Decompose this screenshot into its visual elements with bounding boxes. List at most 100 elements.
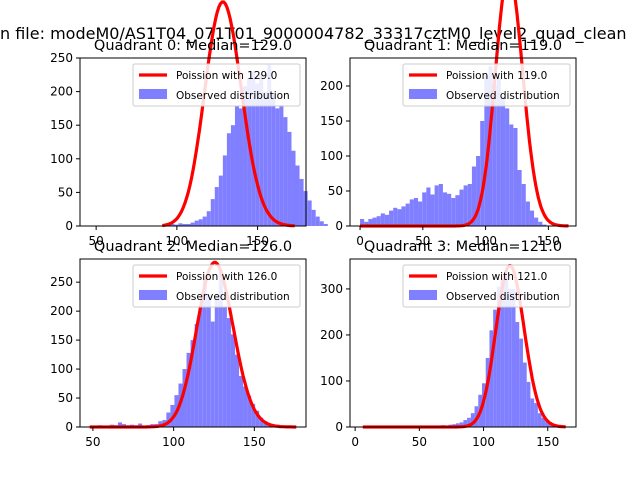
histogram-bar [459, 422, 464, 427]
histogram-bar [542, 224, 547, 226]
histogram-bar [218, 270, 223, 427]
x-tick-label: 100 [474, 234, 497, 248]
histogram-bar [360, 219, 365, 226]
histogram-bar [271, 92, 276, 226]
x-tick-label: 150 [536, 435, 559, 449]
histogram-bar [190, 340, 195, 427]
y-tick-label: 100 [320, 374, 343, 388]
histogram-bar [463, 185, 468, 226]
axes-frame [79, 258, 307, 428]
histogram-bar [226, 318, 231, 427]
legend-box [402, 264, 571, 308]
histogram-bar [529, 210, 535, 226]
histogram-bar [541, 417, 546, 427]
x-tick-label: 150 [243, 435, 266, 449]
histogram-bar [243, 386, 248, 427]
y-tick-label: 50 [328, 184, 343, 198]
histogram-bar [307, 200, 312, 226]
x-tick-label: 100 [165, 234, 188, 248]
histogram-bar [214, 296, 219, 427]
histogram-bar [534, 217, 539, 226]
subplot-quadrant-3: 0 50 100 150 0 100 200 300 Quadrant 3: Median=12… [320, 239, 577, 449]
histogram-bar [239, 108, 244, 226]
axes-frame [349, 57, 577, 227]
y-tick-label: 100 [50, 362, 73, 376]
histogram-bar [513, 128, 518, 226]
histogram-bar [485, 357, 490, 427]
histogram-bar [376, 216, 381, 226]
legend-poisson-label: Poission with 129.0 [176, 70, 277, 82]
histogram-bar [380, 213, 385, 226]
histogram-bar [459, 189, 464, 226]
y-tick-label: 150 [50, 333, 73, 347]
histogram-bar [166, 412, 171, 427]
legend-observed-swatch [139, 290, 167, 300]
histogram-bar [505, 108, 510, 226]
y-tick-label: 250 [50, 51, 73, 65]
y-tick-label: 300 [320, 282, 343, 296]
histogram-bar [545, 421, 550, 427]
subplot-title: Quadrant 0: Median=129.0 [94, 38, 292, 54]
histogram-bar [202, 279, 207, 427]
y-tick-label: 200 [50, 304, 73, 318]
histogram-bar [401, 206, 406, 226]
histogram-bar [214, 187, 219, 226]
histogram-bar [178, 223, 183, 226]
histogram-bar [279, 105, 284, 226]
histogram-bar [476, 156, 481, 226]
axes-frame [79, 57, 307, 227]
x-tick-label: 50 [415, 234, 430, 248]
subplot-quadrant-0: 50 100 150 0 50 100 150 200 250 Quadrant 0: Media… [50, 0, 328, 248]
legend: Poission with 121.0 Observed distribution [402, 264, 571, 308]
histogram-bar [259, 417, 264, 427]
histogram-bar [508, 288, 512, 427]
histogram-bar [467, 184, 472, 226]
histogram-bar [538, 221, 543, 226]
histogram-bar [267, 64, 272, 226]
poisson-curve [162, 0, 295, 228]
x-tick-label: 50 [85, 435, 100, 449]
histogram-bar [522, 362, 527, 427]
histogram-bar [198, 305, 203, 427]
histogram-bar [509, 124, 514, 226]
histogram-bar [511, 288, 516, 427]
histogram-bar [467, 417, 471, 427]
histogram-bar [519, 338, 523, 427]
histogram-bar [526, 381, 531, 427]
histogram-bar [174, 224, 179, 226]
histogram-bar [426, 187, 431, 226]
histogram-bar [210, 321, 215, 427]
histogram-bar [517, 170, 522, 226]
subplot-quadrant-1: 0 50 100 150 0 50 100 150 200 Quadrant 1: Median=… [320, 0, 577, 248]
subplots: 50 100 150 0 50 100 150 200 250 Quadrant 0: Media… [50, 0, 577, 449]
histogram-bar [521, 184, 526, 226]
histogram-bar [389, 210, 394, 226]
histogram-bar [455, 423, 460, 427]
histogram-bar [206, 294, 211, 427]
histogram-bar [493, 309, 497, 427]
y-tick-label: 100 [50, 152, 73, 166]
histogram-bar [500, 96, 506, 226]
histogram-bar [247, 395, 252, 427]
histogram-bar [430, 194, 435, 226]
histogram-bar [496, 77, 501, 226]
histogram-bar [291, 150, 296, 226]
histogram-bar [202, 216, 207, 226]
histogram-bar [194, 323, 199, 427]
histogram-bar [206, 211, 211, 226]
legend-box [132, 63, 301, 107]
y-tick-label: 0 [65, 219, 73, 233]
histogram-bar [480, 121, 485, 226]
histogram-bar [413, 198, 419, 226]
legend-observed-label: Observed distribution [176, 90, 290, 102]
legend-observed-label: Observed distribution [446, 90, 560, 102]
histogram-bar [549, 424, 553, 427]
histogram-bar [463, 420, 468, 427]
y-tick-label: 0 [65, 420, 73, 434]
legend-box [402, 63, 571, 107]
y-tick-label: 150 [50, 118, 73, 132]
y-tick-label: 200 [320, 328, 343, 342]
histogram-bar [438, 184, 443, 226]
legend: Poission with 129.0 Observed distribution [132, 63, 301, 107]
